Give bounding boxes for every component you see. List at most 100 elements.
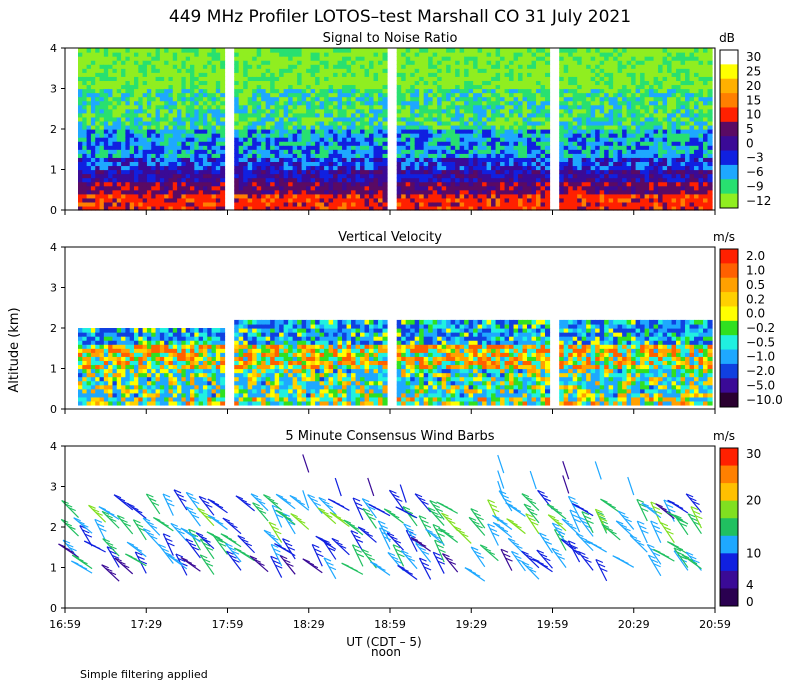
heatmap-cell [464,185,470,191]
heatmap-cell [414,60,420,65]
heatmap-cell [351,201,357,207]
heatmap-cell [181,80,187,86]
heatmap-cell [527,193,533,199]
heatmap-cell [572,189,578,195]
heatmap-cell [279,205,285,211]
heatmap-cell [423,177,429,183]
heatmap-cell [177,76,183,81]
heatmap-cell [142,116,148,122]
heatmap-cell [319,153,325,158]
heatmap-cell [405,56,411,61]
heatmap-cell [568,124,574,130]
heatmap-cell [337,185,343,191]
heatmap-cell [477,181,483,187]
heatmap-cell [495,157,501,162]
heatmap-cell [577,185,583,191]
heatmap-cell [274,153,280,158]
heatmap-cell [198,133,204,138]
heatmap-cell [531,100,537,106]
heatmap-cell [297,201,303,207]
heatmap-cell [351,120,357,126]
heatmap-cell [604,52,610,57]
heatmap-cell [301,141,307,146]
heatmap-cell [172,116,178,122]
heatmap-cell [252,189,258,195]
heatmap-cell [103,100,109,106]
heatmap-cell [116,104,122,110]
heatmap-cell [168,173,174,179]
heatmap-cell [410,60,416,65]
heatmap-cell [270,197,276,203]
heatmap-cell [410,181,416,187]
heatmap-cell [159,169,165,175]
heatmap-cell [138,177,144,183]
heatmap-cell [568,185,574,191]
heatmap-cell [455,133,461,138]
heatmap-cell [346,124,352,130]
heatmap-cell [301,177,307,183]
heatmap-cell [613,120,619,126]
heatmap-cell [310,52,316,57]
heatmap-cell [95,133,101,138]
heatmap-cell [164,161,170,167]
heatmap-cell [351,92,357,98]
heatmap-cell [468,165,474,171]
heatmap-cell [198,104,204,110]
heatmap-cell [586,177,592,183]
heatmap-cell [177,108,183,114]
heatmap-cell [405,181,411,187]
heatmap-cell [635,96,641,102]
heatmap-cell [155,92,161,98]
heatmap-cell [215,120,221,126]
heatmap-cell [355,129,361,134]
heatmap-cell [486,52,492,57]
heatmap-cell [202,120,208,126]
heatmap-cell [103,145,109,150]
heatmap-cell [658,129,664,134]
heatmap-cell [138,92,144,98]
heatmap-cell [134,52,139,57]
heatmap-cell [455,108,461,114]
heatmap-cell [595,92,601,98]
heatmap-cell [441,153,447,158]
heatmap-cell [265,124,271,130]
heatmap-cell [378,60,384,65]
heatmap-cell [211,165,217,171]
heatmap-cell [608,165,614,171]
heatmap-cell [622,68,628,73]
heatmap-cell [658,112,664,118]
heatmap-cell [190,112,195,118]
heatmap-cell [563,165,569,171]
heatmap-cell [545,80,551,86]
heatmap-cell [319,205,325,211]
heatmap-cell [364,72,370,77]
heatmap-cell [568,116,574,122]
heatmap-cell [405,88,411,94]
heatmap-cell [86,80,92,86]
heatmap-cell [177,181,183,187]
heatmap-cell [468,153,474,158]
heatmap-cell [513,88,519,94]
heatmap-cell [644,181,650,187]
heatmap-cell [112,145,118,150]
heatmap-cell [536,189,542,195]
heatmap-cell [142,173,148,179]
heatmap-cell [581,88,587,94]
heatmap-cell [234,173,240,179]
heatmap-cell [459,145,465,150]
heatmap-cell [405,169,411,175]
heatmap-cell [509,133,515,138]
heatmap-cell [640,201,646,207]
heatmap-cell [134,100,139,106]
heatmap-cell [155,56,161,61]
heatmap-cell [215,96,221,102]
heatmap-cell [274,120,280,126]
heatmap-cell [288,60,294,65]
heatmap-cell [283,141,289,146]
heatmap-cell [243,181,249,187]
heatmap-cell [540,189,546,195]
heatmap-cell [288,169,294,175]
heatmap-cell [95,137,101,142]
heatmap-cell [346,149,352,154]
heatmap-cell [103,169,109,175]
